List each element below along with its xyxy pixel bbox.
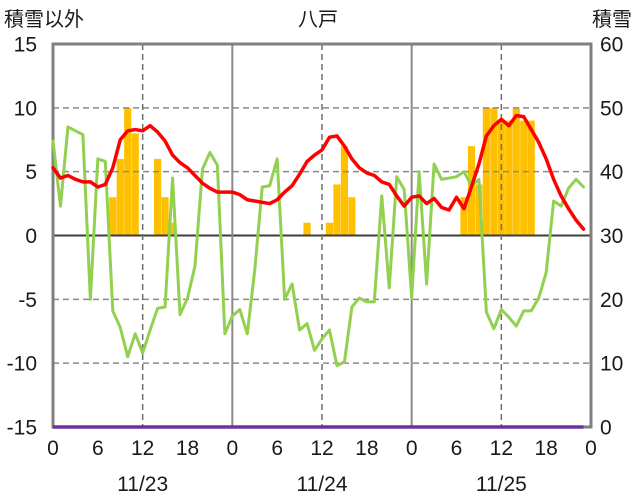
y2-tick-label: 0: [600, 417, 612, 440]
y-tick-label: -5: [18, 289, 37, 312]
x-tick-label: 6: [271, 437, 283, 460]
date-label: 11/23: [117, 473, 168, 496]
bar-mark: [325, 222, 334, 236]
y2-tick-label: 30: [600, 225, 623, 248]
x-tick-label: 12: [131, 437, 154, 460]
bar-mark: [505, 120, 513, 236]
bar-mark: [460, 197, 468, 236]
y-axis-title: 積雪以外: [4, 7, 84, 31]
bar-mark: [475, 184, 483, 236]
y-tick-label: 10: [14, 97, 37, 120]
chart-title: 八戸: [298, 7, 338, 31]
y2-tick-label: 60: [600, 34, 623, 57]
series-line-2: [51, 113, 586, 231]
bar-mark: [340, 146, 348, 236]
bar-mark: [348, 197, 356, 236]
x-tick-label: 6: [92, 437, 104, 460]
y-tick-label: -15: [7, 417, 37, 440]
y2-axis-title: 積雪: [592, 7, 632, 31]
bar-mark: [168, 222, 177, 236]
bar-mark: [520, 120, 528, 236]
date-label: 11/24: [297, 473, 348, 496]
x-tick-label: 12: [490, 437, 513, 460]
y-tick-label: -10: [7, 353, 37, 376]
x-tick-label: 6: [451, 437, 463, 460]
gridlines: [53, 44, 591, 427]
y-tick-label: 0: [25, 225, 37, 248]
x-tick-label: 0: [226, 437, 238, 460]
x-tick-label: 18: [355, 437, 378, 460]
bar-mark: [116, 158, 124, 236]
bar-mark: [154, 158, 162, 236]
series-line-1: [51, 125, 586, 368]
bar-mark: [161, 197, 169, 236]
bar-mark: [527, 120, 535, 236]
y2-tick-label: 10: [600, 353, 623, 376]
x-tick-label: 18: [534, 437, 557, 460]
y2-tick-label: 20: [600, 289, 623, 312]
y2-tick-label: 50: [600, 97, 623, 120]
y-tick-label: 15: [14, 34, 37, 57]
x-tick-label: 0: [585, 437, 597, 460]
x-tick-label: 0: [47, 437, 59, 460]
x-tick-label: 18: [176, 437, 199, 460]
y-tick-label: 5: [25, 161, 37, 184]
bar-mark: [109, 197, 117, 236]
y2-tick-label: 40: [600, 161, 623, 184]
bar-mark: [131, 133, 139, 236]
bar-mark: [303, 222, 311, 236]
date-label: 11/25: [476, 473, 527, 496]
x-tick-label: 0: [406, 437, 418, 460]
x-tick-label: 12: [310, 437, 333, 460]
bar-mark: [333, 184, 341, 236]
line-series: [51, 113, 586, 429]
